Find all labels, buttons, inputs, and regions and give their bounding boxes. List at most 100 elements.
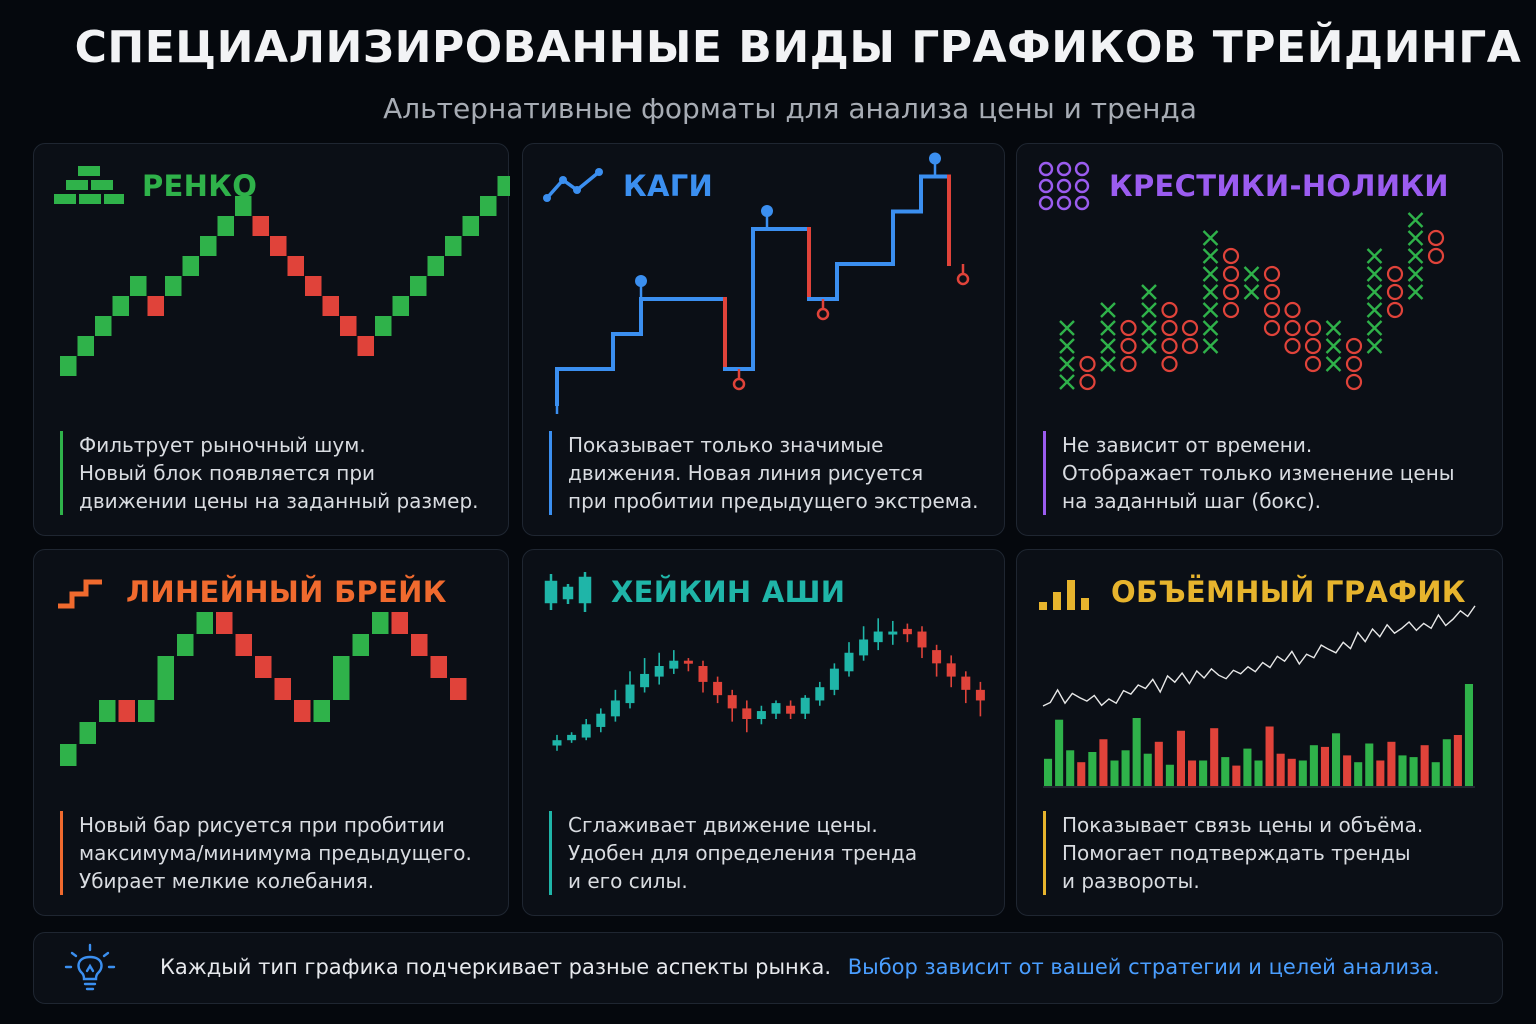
- pnf-x-mark: [1202, 320, 1219, 336]
- volume-bar: [1387, 741, 1396, 786]
- pnf-o-mark: [1263, 319, 1281, 337]
- heikin-candle-body: [669, 660, 679, 669]
- pnf-o-mark: [1181, 337, 1199, 355]
- volume-bar: [1132, 718, 1141, 786]
- kagi-high-marker: [635, 275, 647, 287]
- pnf-x-mark: [1059, 338, 1075, 354]
- pnf-o-mark: [1427, 247, 1445, 265]
- heikin-candle-body: [917, 631, 927, 648]
- card-title: КАГИ: [623, 169, 714, 203]
- card-line-break: ЛИНЕЙНЫЙ БРЕЙК Новый бар рисуется при пр…: [33, 549, 509, 916]
- candles-icon: [544, 572, 592, 612]
- renko-brick: [305, 276, 322, 296]
- volume-bar: [1287, 758, 1296, 786]
- volume-bar: [1343, 755, 1352, 786]
- pnf-x-mark: [1141, 320, 1157, 336]
- kagi-low-marker: [816, 307, 830, 321]
- pnf-x-mark: [1100, 356, 1116, 372]
- pnf-o-mark: [1120, 355, 1137, 373]
- line-break-bar: [177, 634, 194, 656]
- heikin-ashi-chart: [552, 618, 985, 751]
- heikin-candle-body: [961, 676, 971, 690]
- volume-bars-icon: [1039, 580, 1089, 610]
- pnf-o-mark: [1222, 301, 1240, 319]
- renko-brick: [340, 316, 357, 336]
- renko-brick: [200, 236, 217, 256]
- pnf-o-mark: [1386, 265, 1404, 283]
- renko-brick: [287, 256, 304, 276]
- line-break-bar: [333, 656, 350, 700]
- renko-brick: [480, 196, 497, 216]
- pnf-x-mark: [1325, 338, 1342, 354]
- line-break-bar: [411, 634, 428, 656]
- heikin-candle-body: [975, 689, 985, 701]
- pnf-o-mark: [1284, 301, 1301, 319]
- heikin-candle-body: [902, 628, 912, 635]
- volume-bar: [1332, 733, 1341, 786]
- volume-bar: [1221, 757, 1230, 786]
- line-break-bar: [79, 722, 96, 744]
- heikin-candle-body: [596, 713, 606, 727]
- page-title: СПЕЦИАЛИЗИРОВАННЫЕ ВИДЫ ГРАФИКОВ ТРЕЙДИН…: [74, 22, 1522, 73]
- renko-brick: [462, 216, 479, 236]
- volume-bar: [1110, 760, 1119, 786]
- pnf-o-mark: [1386, 301, 1404, 319]
- kagi-high-marker: [761, 205, 773, 217]
- heikin-candle-body: [640, 673, 650, 688]
- pnf-o-mark: [1427, 229, 1445, 247]
- pnf-x-mark: [1366, 320, 1383, 336]
- pnf-o-mark: [1386, 283, 1404, 301]
- pnf-o-mark: [1161, 355, 1178, 373]
- heikin-candle-body: [552, 740, 562, 746]
- renko-chart: [60, 176, 510, 376]
- line-break-chart: [60, 612, 467, 766]
- volume-bar: [1044, 758, 1053, 786]
- renko-brick: [427, 256, 444, 276]
- card-description: Фильтрует рыночный шум. Новый блок появл…: [60, 431, 479, 515]
- pnf-x-mark: [1325, 356, 1342, 372]
- card-volume: ОБЪЁМНЫЙ ГРАФИК Показывает связь цены и …: [1016, 549, 1503, 916]
- heikin-candle-body: [567, 734, 577, 741]
- volume-bar: [1276, 753, 1285, 786]
- heikin-candle-body: [727, 695, 737, 709]
- renko-brick: [270, 236, 287, 256]
- pnf-o-mark: [1263, 301, 1281, 319]
- pnf-x-mark: [1407, 212, 1424, 228]
- point-and-figure-chart: [1059, 212, 1445, 391]
- pnf-x-mark: [1202, 302, 1219, 318]
- volume-bar: [1077, 762, 1086, 786]
- footer-main-text: Каждый тип графика подчеркивает разные а…: [160, 955, 832, 979]
- card-description: Показывает связь цены и объёма. Помогает…: [1043, 811, 1423, 895]
- heikin-candle-body: [771, 703, 781, 714]
- line-break-bar: [216, 612, 233, 634]
- pnf-x-mark: [1243, 266, 1260, 282]
- pnf-o-mark: [1284, 337, 1301, 355]
- volume-bar: [1121, 750, 1130, 786]
- kagi-chart: [555, 152, 970, 414]
- line-break-bar: [255, 656, 272, 678]
- volume-bar: [1243, 748, 1252, 786]
- volume-bar: [1188, 760, 1197, 786]
- volume-bar: [1442, 739, 1451, 786]
- renko-brick: [497, 176, 510, 196]
- lightbulb-icon: [64, 943, 116, 991]
- line-break-bar: [352, 634, 369, 656]
- pnf-x-mark: [1366, 248, 1383, 264]
- pnf-o-mark: [1222, 283, 1240, 301]
- volume-bar: [1199, 760, 1208, 786]
- pnf-x-mark: [1059, 374, 1075, 390]
- pnf-x-mark: [1202, 266, 1219, 282]
- line-break-bar: [138, 700, 155, 722]
- pnf-x-mark: [1202, 338, 1219, 354]
- renko-brick: [375, 316, 392, 336]
- renko-brick: [77, 336, 94, 356]
- renko-brick: [95, 316, 112, 336]
- line-break-bar: [313, 700, 330, 722]
- bricks-icon: [54, 166, 124, 204]
- pnf-o-mark: [1304, 337, 1322, 355]
- renko-brick: [182, 256, 199, 276]
- heikin-candle-body: [829, 668, 839, 690]
- renko-brick: [322, 296, 339, 316]
- card-point-and-figure: КРЕСТИКИ-НОЛИКИ Не зависит от времени. О…: [1016, 143, 1503, 536]
- volume-bar: [1320, 746, 1329, 786]
